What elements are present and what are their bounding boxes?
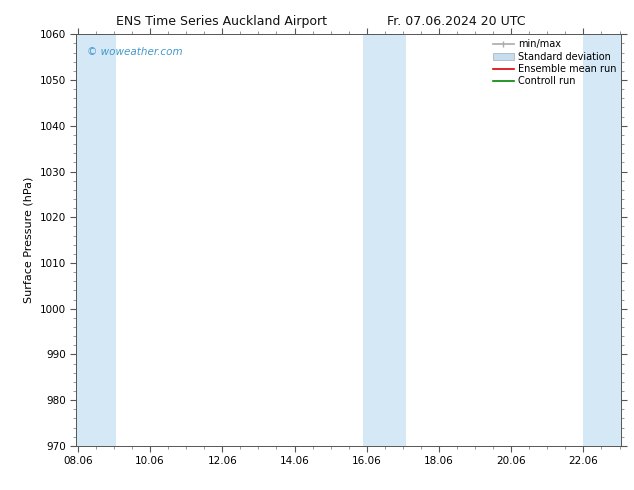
Text: Fr. 07.06.2024 20 UTC: Fr. 07.06.2024 20 UTC — [387, 15, 526, 28]
Text: ENS Time Series Auckland Airport: ENS Time Series Auckland Airport — [117, 15, 327, 28]
Y-axis label: Surface Pressure (hPa): Surface Pressure (hPa) — [24, 177, 34, 303]
Bar — [76, 34, 116, 446]
Bar — [363, 34, 406, 446]
Legend: min/max, Standard deviation, Ensemble mean run, Controll run: min/max, Standard deviation, Ensemble me… — [491, 37, 618, 88]
Text: © woweather.com: © woweather.com — [87, 47, 183, 57]
Bar — [583, 34, 621, 446]
